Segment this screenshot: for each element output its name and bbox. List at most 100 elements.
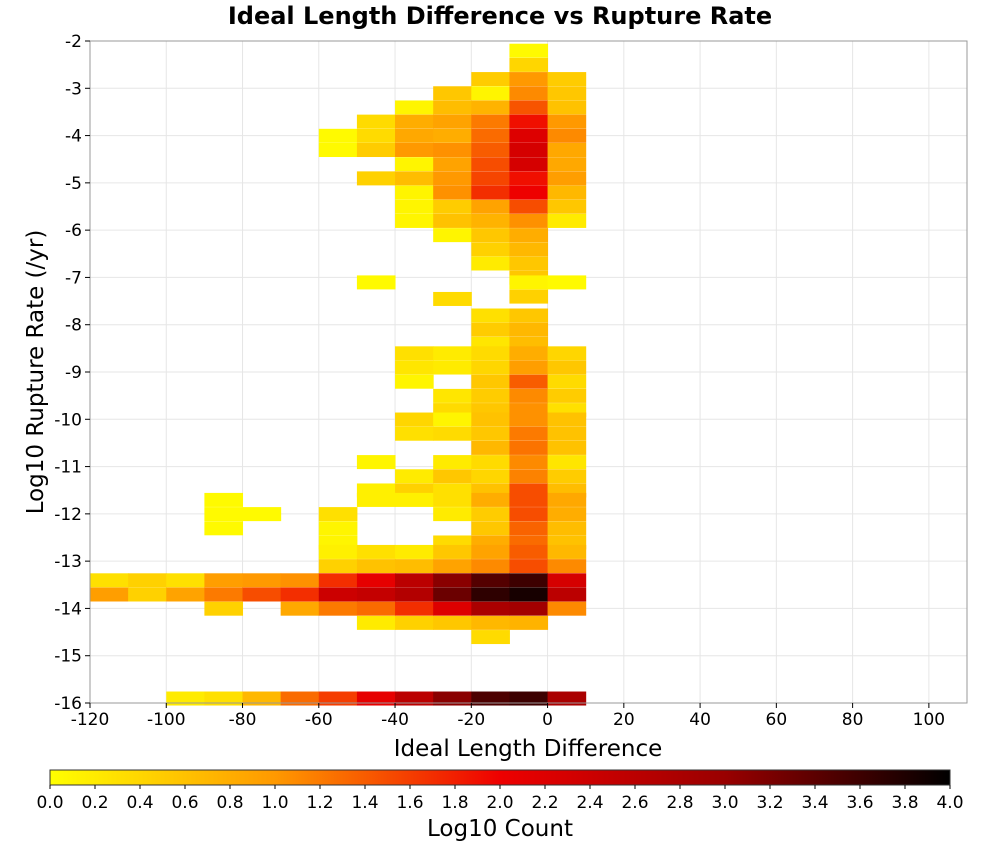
heatmap-cell [471, 228, 510, 243]
heatmap-cell [547, 691, 587, 706]
y-tick-label: -6 [65, 221, 82, 241]
heatmap-cell [433, 213, 472, 228]
heatmap-cell [471, 469, 510, 484]
heatmap-cell [509, 199, 549, 214]
heatmap-cell [90, 587, 129, 602]
heatmap-cell [547, 521, 587, 536]
y-tick-label: -2 [65, 32, 82, 52]
heatmap-cell [204, 573, 244, 588]
heatmap-cell [433, 544, 472, 559]
heatmap-cell [280, 691, 320, 706]
heatmap-cell [471, 573, 510, 588]
heatmap-cell [509, 492, 549, 507]
x-tick-label: -120 [71, 710, 110, 730]
y-tick-label: -7 [65, 268, 82, 288]
heatmap-cell [509, 100, 549, 115]
heatmap-cell [395, 100, 434, 115]
x-tick-label: -100 [147, 710, 186, 730]
heatmap-cell [471, 601, 510, 616]
heatmap-cell [509, 559, 549, 574]
heatmap-cell [242, 587, 282, 602]
y-tick-label: -3 [65, 79, 82, 99]
heatmap-cell [471, 360, 510, 375]
heatmap-cell [433, 469, 472, 484]
heatmap-cell [356, 691, 396, 706]
heatmap-cell [471, 86, 510, 101]
heatmap-cell [395, 492, 434, 507]
heatmap-cell [509, 275, 549, 290]
heatmap-cell [509, 114, 549, 129]
heatmap-cell [356, 615, 396, 630]
heatmap-cell [204, 521, 244, 536]
heatmap-cell [395, 544, 434, 559]
colorbar-tick-label: 1.4 [351, 793, 378, 813]
heatmap-cell [204, 587, 244, 602]
colorbar-tick-label: 0.8 [216, 793, 243, 813]
heatmap-cell [547, 440, 587, 455]
colorbar-ticks: 0.0 0.2 0.4 0.6 0.8 1.0 1.2 1.4 1.6 1.8 2.0 2.2 2.4 2… [36, 785, 964, 813]
heatmap-cell [395, 426, 434, 441]
heatmap-cell [471, 691, 510, 706]
heatmap-cell [547, 587, 587, 602]
heatmap-cell [318, 544, 358, 559]
heatmap-cell [395, 587, 434, 602]
heatmap-cell [433, 412, 472, 427]
x-axis-label: Ideal Length Difference [394, 736, 663, 762]
heatmap-cell [433, 185, 472, 200]
heatmap-cell [471, 128, 510, 143]
heatmap-cell [395, 573, 434, 588]
heatmap-cell [395, 691, 434, 706]
heatmap-cell [395, 157, 434, 172]
heatmap-cell [471, 507, 510, 522]
heatmap-cell [547, 275, 587, 290]
x-tick-label: 60 [766, 710, 788, 730]
heatmap-cell [433, 559, 472, 574]
heatmap-cell [547, 128, 587, 143]
heatmap-cell [509, 308, 549, 323]
heatmap-cell [471, 185, 510, 200]
heatmap-cell [509, 289, 549, 304]
heatmap-cell [509, 573, 549, 588]
heatmap-cell [356, 275, 396, 290]
heatmap-cell [547, 388, 587, 403]
colorbar-tick-label: 3.4 [801, 793, 828, 813]
heatmap-cell [356, 601, 396, 616]
heatmap-cell [318, 573, 358, 588]
y-tick-label: -14 [54, 599, 82, 619]
colorbar-tick-label: 1.2 [306, 793, 333, 813]
heatmap-cell [318, 143, 358, 158]
heatmap-cell [242, 691, 282, 706]
heatmap-cell [318, 691, 358, 706]
heatmap-cell [90, 573, 129, 588]
heatmap-cell [395, 171, 434, 186]
y-axis-label: Log10 Rupture Rate (/yr) [23, 230, 49, 515]
x-axis-ticks: -120 -100 -80 -60 -40 -20 0 20 40 60 80 100 [71, 703, 945, 730]
heatmap-cell [395, 412, 434, 427]
heatmap-cell [509, 615, 549, 630]
colorbar-tick-label: 4.0 [936, 793, 963, 813]
heatmap-cell [547, 455, 587, 470]
heatmap-cell [395, 199, 434, 214]
heatmap-cell [280, 587, 320, 602]
heatmap-cell [395, 374, 434, 389]
heatmap-cell [395, 185, 434, 200]
x-tick-label: 20 [613, 710, 635, 730]
heatmap-cell [433, 455, 472, 470]
heatmap-cell [318, 521, 358, 536]
colorbar-tick-label: 1.6 [396, 793, 423, 813]
x-tick-label: -20 [457, 710, 485, 730]
heatmap-cell [433, 388, 472, 403]
heatmap-cell [471, 455, 510, 470]
colorbar-tick-label: 2.0 [486, 793, 513, 813]
heatmap-cell [471, 440, 510, 455]
heatmap-cell [547, 559, 587, 574]
heatmap-cell [433, 346, 472, 361]
heatmap-cell [471, 559, 510, 574]
colorbar-tick-label: 2.4 [576, 793, 603, 813]
heatmap-cell [280, 601, 320, 616]
heatmap-cell [166, 573, 205, 588]
heatmap-cell [395, 346, 434, 361]
colorbar-tick-label: 2.2 [531, 793, 558, 813]
heatmap-cell [547, 469, 587, 484]
